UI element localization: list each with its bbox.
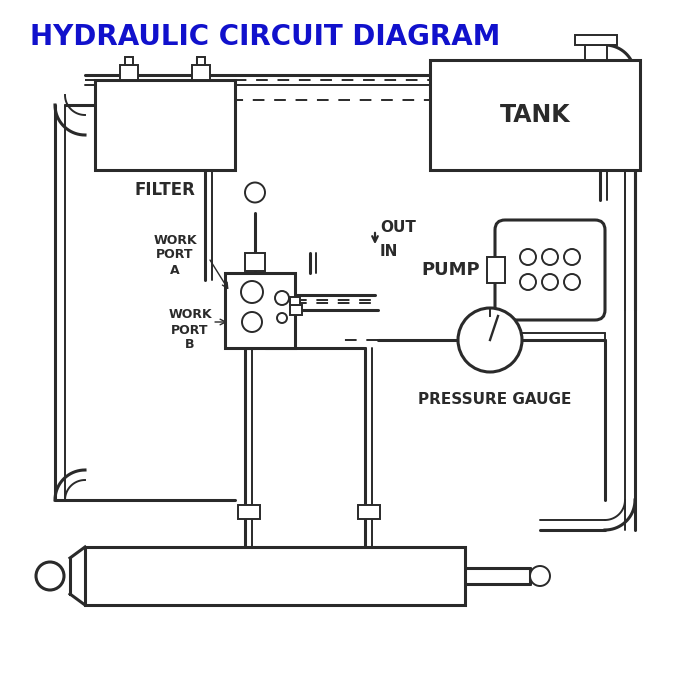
Circle shape [36, 562, 64, 590]
Text: HYDRAULIC CIRCUIT DIAGRAM: HYDRAULIC CIRCUIT DIAGRAM [30, 23, 500, 51]
Bar [95, 80, 235, 170]
Text: FILTER: FILTER [134, 181, 195, 199]
Circle shape [245, 183, 265, 202]
Circle shape [275, 291, 289, 305]
Text: WORK
PORT
A: WORK PORT A [153, 234, 197, 276]
FancyBboxPatch shape [495, 220, 605, 320]
Bar [487, 257, 505, 283]
Bar [197, 57, 205, 65]
Text: PUMP: PUMP [421, 261, 480, 279]
Circle shape [542, 274, 558, 290]
Bar [192, 65, 210, 80]
Bar [358, 505, 380, 519]
Circle shape [564, 274, 580, 290]
Bar [120, 65, 138, 80]
Text: TANK: TANK [500, 103, 570, 127]
Bar [245, 253, 265, 270]
Text: PRESSURE GAUGE: PRESSURE GAUGE [419, 393, 572, 407]
Circle shape [241, 281, 263, 303]
Bar [290, 297, 300, 305]
Text: WORK
PORT
B: WORK PORT B [168, 309, 212, 351]
Circle shape [520, 249, 536, 265]
Circle shape [530, 566, 550, 586]
Bar [585, 45, 607, 60]
Bar [225, 272, 295, 347]
Circle shape [520, 274, 536, 290]
Circle shape [458, 308, 522, 372]
Text: IN: IN [380, 244, 398, 260]
Bar [575, 35, 617, 45]
Bar [430, 60, 640, 170]
Circle shape [277, 313, 287, 323]
Bar [125, 57, 133, 65]
Bar [290, 305, 302, 315]
Circle shape [564, 249, 580, 265]
Text: OUT: OUT [380, 220, 416, 235]
Bar [238, 505, 260, 519]
Circle shape [242, 312, 262, 332]
Bar [85, 547, 465, 605]
Circle shape [542, 249, 558, 265]
